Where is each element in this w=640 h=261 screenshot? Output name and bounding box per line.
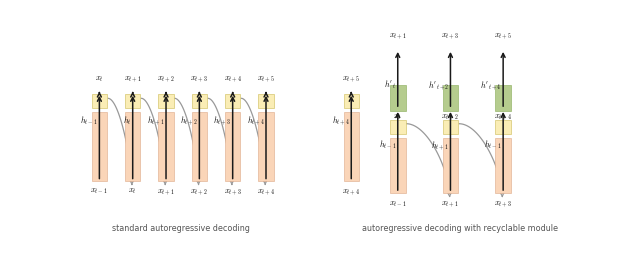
- Bar: [191, 112, 207, 181]
- Text: $x_t$: $x_t$: [129, 187, 137, 196]
- Bar: [92, 112, 107, 181]
- Text: $x_{t+5}$: $x_{t+5}$: [257, 74, 275, 84]
- Bar: [443, 120, 458, 134]
- Text: $h_{t+2}$: $h_{t+2}$: [180, 115, 198, 127]
- Text: $x_{t+1}$: $x_{t+1}$: [124, 74, 141, 84]
- Bar: [443, 85, 458, 111]
- Text: $x_{t+5}$: $x_{t+5}$: [342, 74, 360, 84]
- Text: $h_{t-1}$: $h_{t-1}$: [81, 115, 98, 127]
- Text: $h_{t-1}$: $h_{t-1}$: [379, 139, 396, 151]
- Text: $x_{t+3}$: $x_{t+3}$: [190, 74, 209, 84]
- Text: $x_{t-1}$: $x_{t-1}$: [90, 187, 108, 196]
- Text: $h_{t+3}$: $h_{t+3}$: [214, 115, 231, 127]
- Text: $h'_t$: $h'_t$: [384, 79, 396, 91]
- Text: $h'_{t+4}$: $h'_{t+4}$: [480, 79, 502, 92]
- Text: $x_{t+4}$: $x_{t+4}$: [257, 187, 275, 197]
- Text: $h_t$: $h_t$: [123, 115, 131, 127]
- Bar: [259, 94, 274, 108]
- Text: $x_{t+4}$: $x_{t+4}$: [223, 74, 242, 84]
- Text: $h_{t+4}$: $h_{t+4}$: [247, 115, 264, 127]
- Text: $x_t$: $x_t$: [95, 74, 104, 84]
- Text: $x_{t+1}$: $x_{t+1}$: [157, 187, 175, 197]
- Text: $h_{t+1}$: $h_{t+1}$: [431, 139, 449, 152]
- Bar: [125, 94, 140, 108]
- Text: $x_{t+2}$: $x_{t+2}$: [442, 112, 460, 122]
- Text: $h_{t+4}$: $h_{t+4}$: [332, 115, 349, 127]
- Text: $x_{t+4}$: $x_{t+4}$: [342, 187, 360, 197]
- Bar: [225, 94, 241, 108]
- Bar: [92, 94, 107, 108]
- Bar: [495, 138, 511, 193]
- Bar: [390, 138, 406, 193]
- Text: $x_t$: $x_t$: [394, 112, 402, 122]
- Bar: [443, 138, 458, 193]
- Bar: [495, 120, 511, 134]
- Text: $x_{t+4}$: $x_{t+4}$: [494, 112, 512, 122]
- Text: $x_{t-1}$: $x_{t-1}$: [388, 199, 406, 209]
- Bar: [344, 94, 359, 108]
- Text: $h_{t-1}$: $h_{t-1}$: [484, 139, 502, 151]
- Bar: [158, 112, 174, 181]
- Text: $x_{t+1}$: $x_{t+1}$: [388, 31, 406, 41]
- Text: $x_{t+2}$: $x_{t+2}$: [190, 187, 209, 197]
- Bar: [390, 120, 406, 134]
- Text: $x_{t+1}$: $x_{t+1}$: [442, 199, 460, 209]
- Bar: [344, 112, 359, 181]
- Text: $h_{t+1}$: $h_{t+1}$: [147, 115, 164, 127]
- Text: $x_{t+5}$: $x_{t+5}$: [494, 31, 512, 41]
- Bar: [191, 94, 207, 108]
- Bar: [259, 112, 274, 181]
- Text: $x_{t+3}$: $x_{t+3}$: [223, 187, 242, 197]
- Bar: [225, 112, 241, 181]
- Text: autoregressive decoding with recyclable module: autoregressive decoding with recyclable …: [362, 224, 557, 233]
- Text: $x_{t+2}$: $x_{t+2}$: [157, 74, 175, 84]
- Text: $x_{t+3}$: $x_{t+3}$: [442, 31, 460, 41]
- Text: $x_{t+3}$: $x_{t+3}$: [494, 199, 512, 209]
- Bar: [495, 85, 511, 111]
- Text: standard autoregressive decoding: standard autoregressive decoding: [112, 224, 250, 233]
- Bar: [158, 94, 174, 108]
- Text: $h'_{t+2}$: $h'_{t+2}$: [428, 79, 449, 92]
- Bar: [125, 112, 140, 181]
- Bar: [390, 85, 406, 111]
